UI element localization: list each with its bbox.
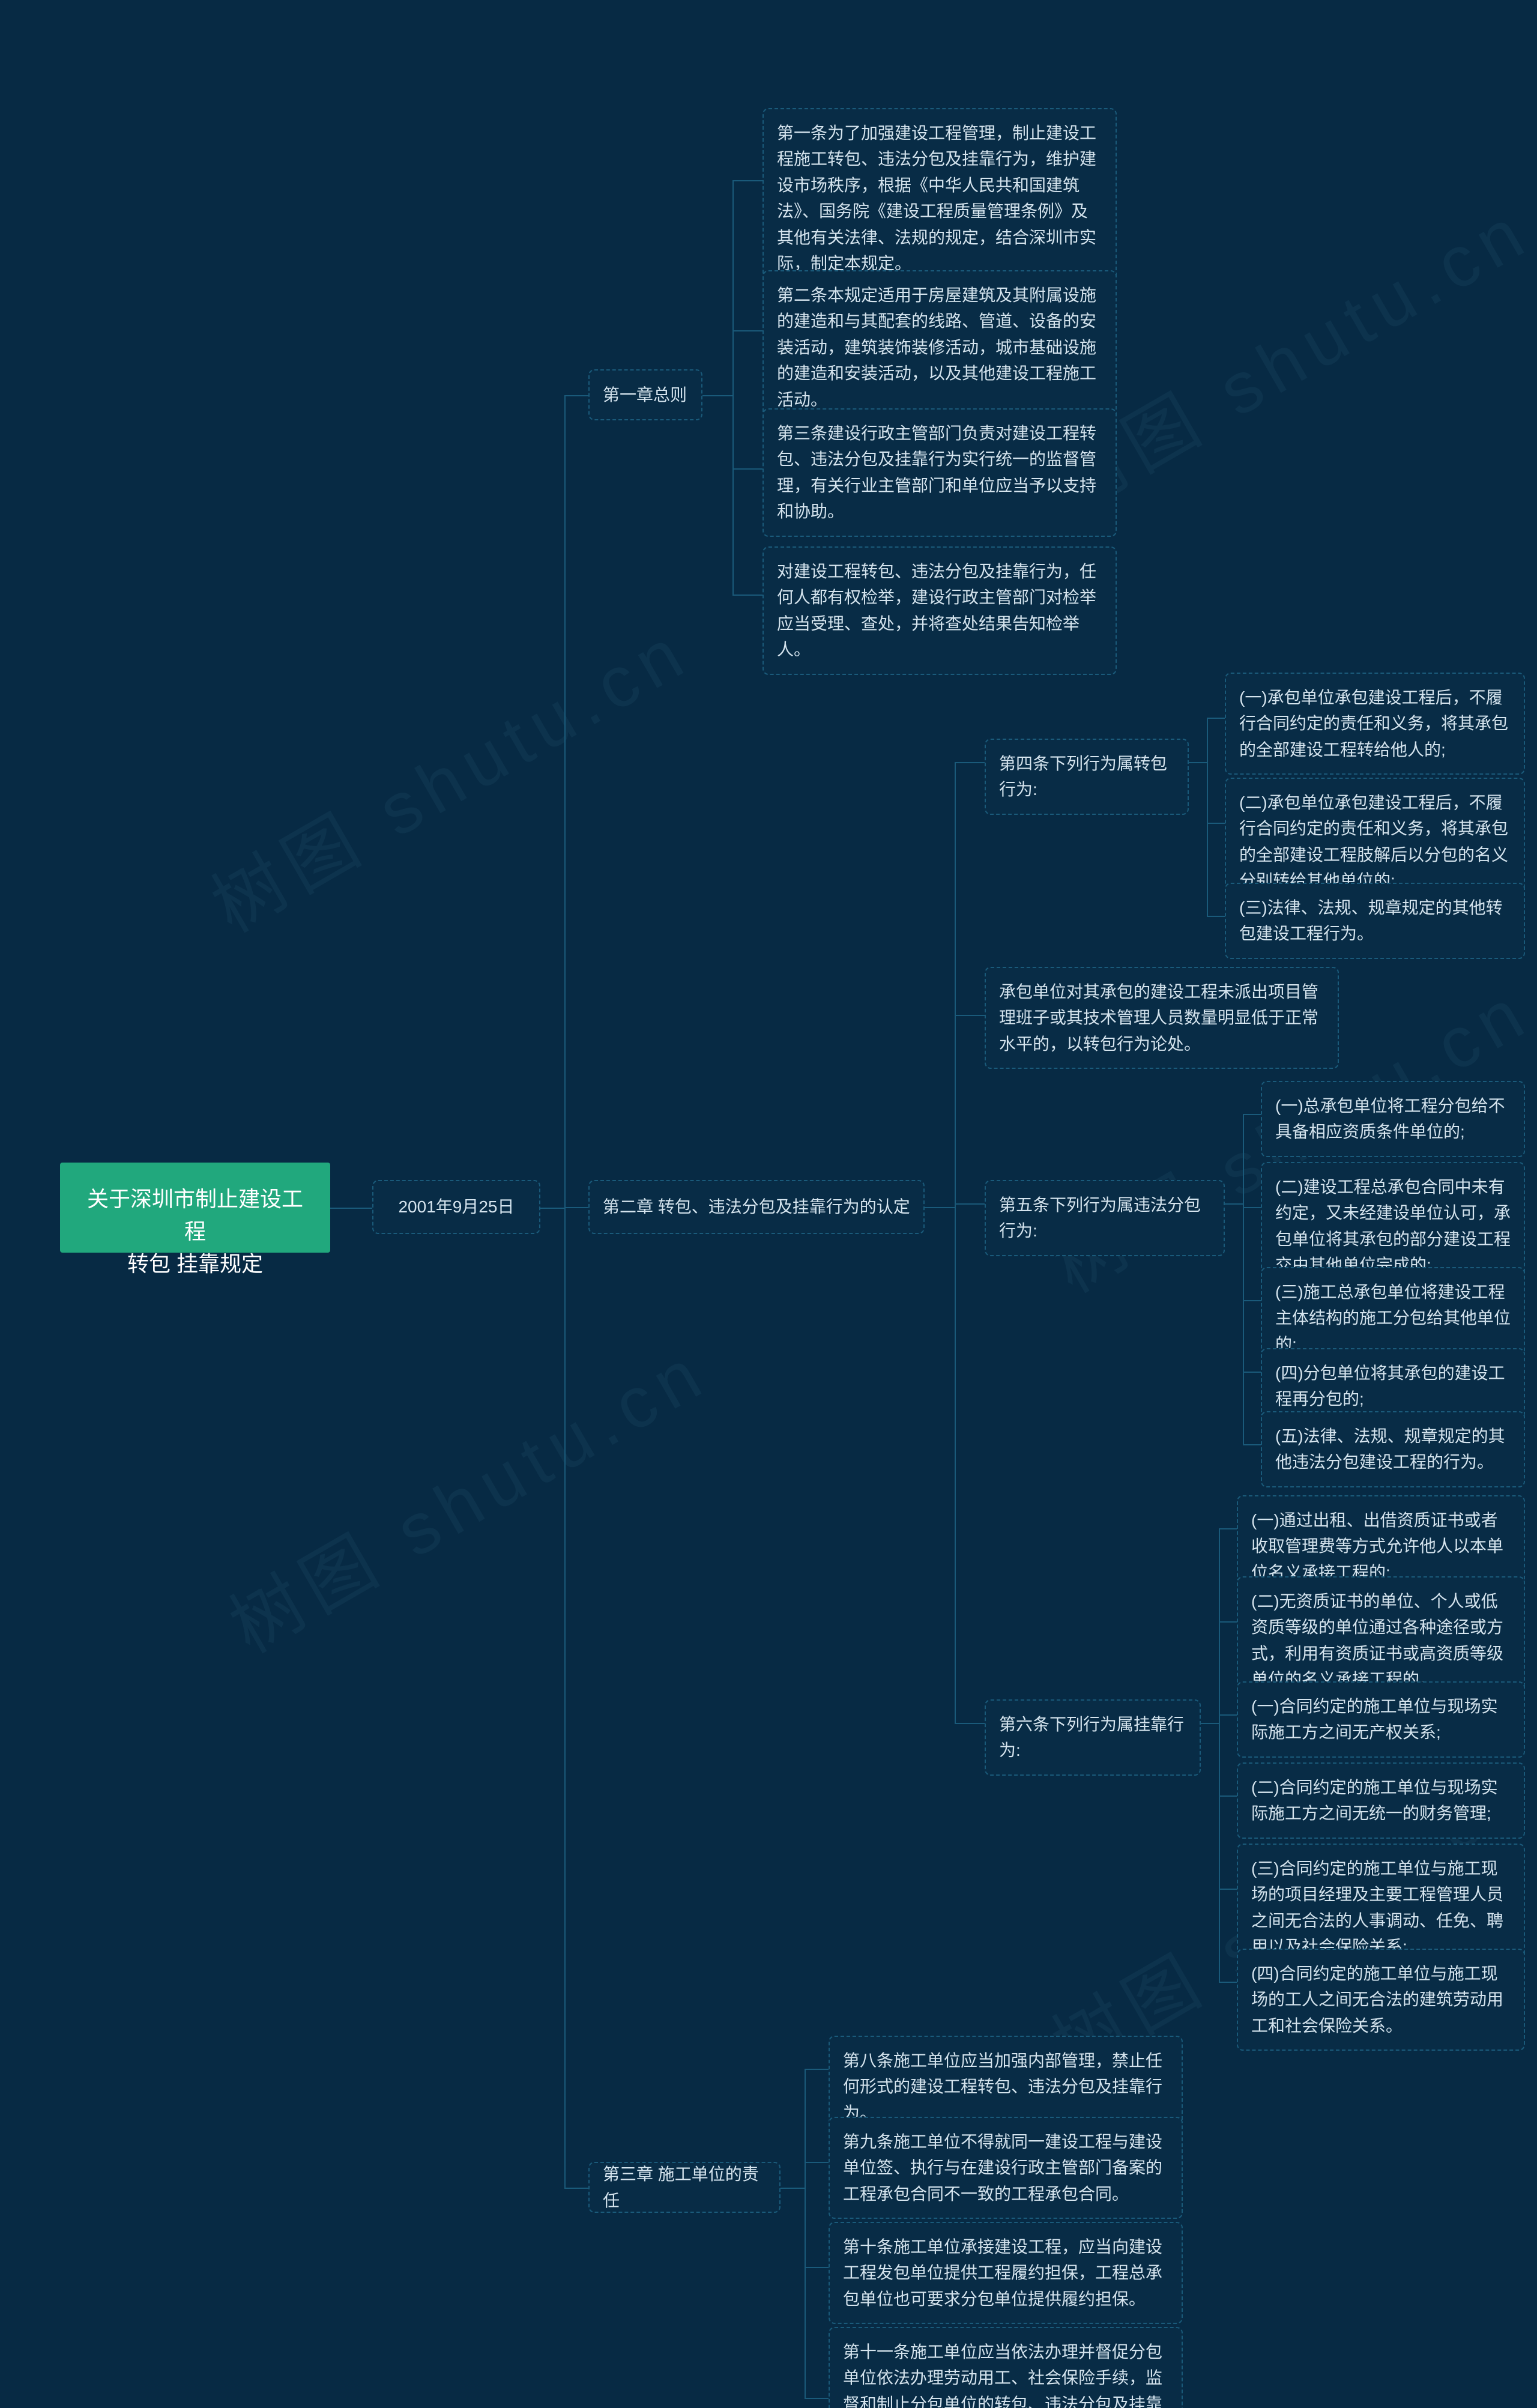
connector — [732, 594, 762, 596]
detail-node: (一)总承包单位将工程分包给不具备相应资质条件单位的; — [1261, 1081, 1525, 1157]
connector — [955, 762, 956, 1723]
connector — [1219, 1621, 1237, 1623]
connector — [1243, 1372, 1261, 1373]
connector — [805, 2069, 829, 2070]
connector — [540, 1208, 564, 1209]
chapter-node: 第二章 转包、违法分包及挂靠行为的认定 — [588, 1180, 925, 1234]
article-node: 第六条下列行为属挂靠行为: — [985, 1699, 1201, 1776]
connector — [732, 330, 762, 331]
detail-node: (四)合同约定的施工单位与施工现场的工人之间无合法的建筑劳动用工和社会保险关系。 — [1237, 1949, 1525, 2051]
connector — [1243, 1300, 1261, 1301]
date-node: 2001年9月25日 — [372, 1180, 540, 1234]
article-node: 第九条施工单位不得就同一建设工程与建设单位签、执行与在建设行政主管部门备案的工程… — [829, 2117, 1183, 2219]
detail-node: (二)合同约定的施工单位与现场实际施工方之间无统一的财务管理; — [1237, 1762, 1525, 1839]
article-node: 第一条为了加强建设工程管理，制止建设工程施工转包、违法分包及挂靠行为，维护建设市… — [762, 108, 1117, 288]
article-node: 第五条下列行为属违法分包行为: — [985, 1180, 1225, 1256]
connector — [732, 180, 734, 594]
article-node: 第四条下列行为属转包行为: — [985, 739, 1189, 815]
connector — [1219, 1889, 1237, 1890]
connector — [1243, 1114, 1261, 1115]
connector — [1243, 1114, 1244, 1444]
connector — [732, 180, 762, 181]
connector — [1219, 1528, 1220, 1982]
connector — [330, 1208, 372, 1209]
connector — [702, 395, 732, 396]
detail-node: (一)合同约定的施工单位与现场实际施工方之间无产权关系; — [1237, 1681, 1525, 1758]
connector — [955, 1723, 985, 1724]
connector — [1201, 1723, 1219, 1724]
connector — [1207, 718, 1225, 719]
article-node: 第十条施工单位承接建设工程，应当向建设工程发包单位提供工程履约担保，工程总承包单… — [829, 2222, 1183, 2324]
connector — [925, 1207, 955, 1208]
connector — [732, 468, 762, 470]
connector — [564, 395, 588, 396]
connector — [805, 2069, 806, 2398]
connector — [1219, 1528, 1237, 1529]
article-node: 对建设工程转包、违法分包及挂靠行为，任何人都有权检举，建设行政主管部门对检举应当… — [762, 546, 1117, 675]
detail-node: (一)承包单位承包建设工程后，不履行合同约定的责任和义务，将其承包的全部建设工程… — [1225, 673, 1525, 775]
connector — [1219, 1714, 1237, 1716]
connector — [1207, 718, 1208, 916]
article-node: 第二条本规定适用于房屋建筑及其附属设施的建造和与其配套的线路、管道、设备的安装活… — [762, 270, 1117, 425]
connector — [1219, 1795, 1237, 1797]
connector — [564, 1207, 588, 1208]
chapter-node: 第一章总则 — [588, 369, 702, 420]
connector — [1243, 1207, 1261, 1208]
connector — [1207, 823, 1225, 824]
chapter-node: 第三章 施工单位的责任 — [588, 2162, 781, 2213]
article-node: 第三条建设行政主管部门负责对建设工程转包、违法分包及挂靠行为实行统一的监督管理，… — [762, 408, 1117, 537]
watermark: 树图 shutu.cn — [190, 594, 705, 952]
article-node: 承包单位对其承包的建设工程未派出项目管理班子或其技术管理人员数量明显低于正常水平… — [985, 967, 1339, 1069]
detail-node: (五)法律、法规、规章规定的其他违法分包建设工程的行为。 — [1261, 1411, 1525, 1487]
connector — [805, 2267, 829, 2268]
article-node: 第十一条施工单位应当依法办理并督促分包单位依法办理劳动用工、社会保险手续，监督和… — [829, 2327, 1183, 2408]
connector — [564, 395, 566, 2188]
connector — [805, 2162, 829, 2163]
root-node: 关于深圳市制止建设工程转包 挂靠规定 — [60, 1163, 330, 1253]
watermark: 树图 shutu.cn — [208, 1314, 723, 1673]
connector — [1219, 1982, 1237, 1983]
connector — [955, 762, 985, 763]
connector — [781, 2188, 805, 2189]
connector — [1189, 762, 1207, 763]
connector — [1207, 916, 1225, 917]
connector — [1225, 1203, 1243, 1205]
connector — [955, 1015, 985, 1016]
connector — [564, 2188, 588, 2189]
connector — [955, 1203, 985, 1205]
connector — [1243, 1444, 1261, 1445]
detail-node: (三)法律、法规、规章规定的其他转包建设工程行为。 — [1225, 883, 1525, 959]
connector — [805, 2398, 829, 2399]
